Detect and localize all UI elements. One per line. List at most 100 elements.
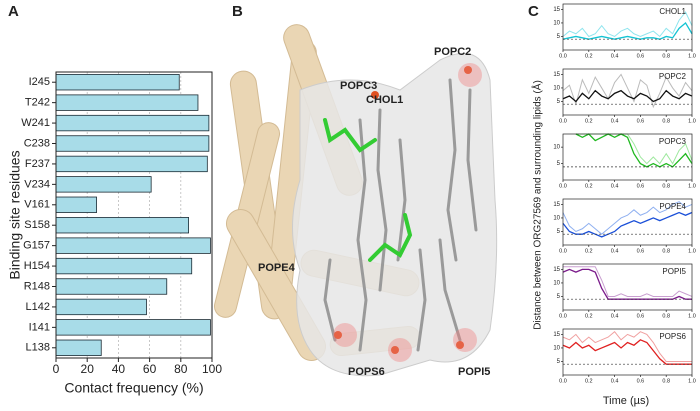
bar	[55, 298, 147, 316]
data-line	[562, 21, 693, 40]
x-tick-label: 0.8	[662, 118, 670, 124]
x-tick-label: 0.2	[585, 378, 593, 384]
structure-label: POPS6	[348, 366, 385, 378]
x-tick-label: 0.2	[585, 248, 593, 254]
subplot-label: POPI5	[662, 267, 686, 276]
x-tick-label: 0.4	[611, 53, 619, 59]
y-tick-label: L138	[26, 342, 50, 354]
y-tick-label: G157	[23, 240, 50, 252]
bar	[55, 196, 97, 213]
plot-frame	[562, 198, 693, 246]
data-line	[563, 266, 693, 297]
x-tick-label: 0	[53, 362, 60, 376]
plot-frame	[562, 68, 693, 116]
x-tick-label: 0.0	[559, 53, 567, 59]
y-tick-label: 15	[553, 7, 560, 13]
plot-frame	[562, 3, 693, 51]
x-tick-label: 60	[143, 362, 157, 376]
y-tick-label: 15	[553, 267, 560, 273]
x-tick-label: 0.0	[559, 313, 567, 319]
y-tick-label: 10	[553, 86, 560, 92]
y-tick-label: F237	[25, 158, 50, 170]
y-tick-label: 10	[553, 281, 560, 287]
subplot-label: CHOL1	[659, 7, 686, 16]
bar	[55, 237, 211, 254]
x-tick-label: 100	[202, 362, 222, 376]
plot-background	[563, 329, 692, 375]
data-line	[562, 330, 692, 362]
x-tick-label: 0.6	[637, 118, 645, 124]
bar	[55, 74, 180, 91]
x-tick-label: 1.0	[688, 53, 696, 59]
x-tick-label: 0.4	[611, 378, 619, 384]
x-tick-label: 1.0	[688, 183, 696, 189]
x-tick-label: 40	[112, 362, 126, 376]
x-tick-label: 0.6	[637, 53, 645, 59]
x-tick-label: 0.2	[585, 313, 593, 319]
y-axis-label: Binding site residues	[7, 150, 23, 279]
y-tick-label: 5	[557, 294, 561, 300]
bar	[55, 176, 152, 193]
y-axis-label: Distance between ORG27569 and surroundin…	[531, 80, 544, 330]
structure-label: POPC2	[434, 46, 471, 58]
x-tick-label: 1.0	[688, 248, 696, 254]
y-tick-label: 5	[557, 229, 561, 235]
y-tick-label: 15	[553, 72, 560, 78]
data-line	[562, 339, 692, 365]
bar	[55, 257, 193, 275]
panel-label: A	[8, 3, 19, 20]
y-tick-label: 10	[553, 346, 560, 352]
x-tick-label: 0.0	[559, 378, 567, 384]
bar	[55, 155, 208, 173]
x-tick-label: 0.8	[662, 248, 670, 254]
y-tick-label: 10	[553, 21, 560, 27]
x-tick-label: 1.0	[688, 313, 696, 319]
x-tick-label: 0.2	[585, 53, 593, 59]
plot-background	[563, 69, 692, 115]
data-line	[562, 89, 693, 103]
plot-background	[563, 134, 692, 180]
structure-label: CHOL1	[366, 94, 403, 106]
plot-frame	[562, 133, 693, 181]
bar	[55, 135, 210, 152]
data-line	[562, 201, 693, 235]
y-tick-label: 5	[557, 99, 561, 105]
y-tick-label: 10	[553, 145, 560, 151]
x-axis-label: Contact frequency (%)	[64, 380, 203, 396]
x-tick-label: 0.4	[611, 313, 619, 319]
plot-frame	[55, 71, 213, 359]
x-tick-label: 0.2	[585, 118, 593, 124]
bar	[55, 278, 168, 295]
y-tick-label: I245	[29, 76, 50, 88]
bar	[55, 217, 190, 234]
plot-frame	[562, 263, 693, 311]
y-tick-label: W241	[21, 117, 50, 129]
y-tick-label: S158	[24, 219, 50, 231]
bar	[55, 94, 199, 111]
x-tick-label: 0.6	[637, 248, 645, 254]
x-tick-label: 0.6	[637, 313, 645, 319]
x-tick-label: 0.4	[611, 183, 619, 189]
x-tick-label: 0.0	[559, 183, 567, 189]
y-tick-label: R148	[24, 280, 50, 292]
x-tick-label: 1.0	[688, 378, 696, 384]
y-tick-label: C238	[24, 137, 50, 149]
structure-label: POPC3	[340, 80, 377, 92]
data-line	[562, 211, 693, 238]
x-axis-label: Time (µs)	[603, 395, 649, 407]
subplot-label: POPC2	[659, 72, 687, 81]
x-tick-label: 0.8	[662, 378, 670, 384]
y-tick-label: 5	[557, 34, 561, 40]
x-tick-label: 0.0	[559, 248, 567, 254]
structure-label: POPI5	[458, 366, 490, 378]
x-tick-label: 80	[174, 362, 188, 376]
panel-label: B	[232, 3, 243, 20]
x-tick-label: 20	[81, 362, 95, 376]
structure-label: POPE4	[258, 262, 296, 274]
panel-label: C	[528, 3, 539, 20]
x-tick-label: 0.6	[637, 378, 645, 384]
bar	[55, 114, 210, 132]
data-line	[562, 11, 693, 38]
y-tick-label: V161	[24, 199, 50, 211]
